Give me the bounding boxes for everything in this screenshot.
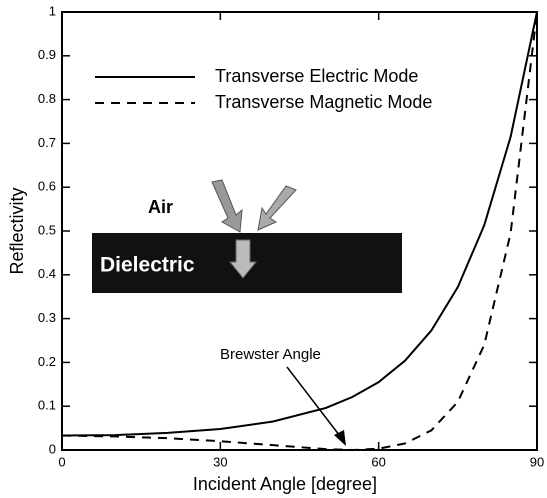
transmitted-arrow xyxy=(228,239,258,279)
y-axis-title: Reflectivity xyxy=(7,187,27,274)
x-tick-label: 90 xyxy=(530,454,544,469)
y-tick-label: 0.3 xyxy=(38,310,56,325)
y-tick-label: 0.2 xyxy=(38,354,56,369)
y-tick-label: 0.1 xyxy=(38,398,56,413)
brewster-label: Brewster Angle xyxy=(220,346,321,363)
y-tick-label: 0.6 xyxy=(38,179,56,194)
series-line xyxy=(61,11,538,452)
legend-label: Transverse Electric Mode xyxy=(215,66,418,86)
dielectric-label: Dielectric xyxy=(100,254,195,277)
y-tick-label: 0.8 xyxy=(38,91,56,106)
y-tick-label: 0.9 xyxy=(38,47,56,62)
legend-label: Transverse Magnetic Mode xyxy=(215,92,432,112)
incident-arrow xyxy=(211,179,243,233)
y-tick-label: 1 xyxy=(49,3,56,18)
x-tick-label: 30 xyxy=(213,454,227,469)
air-label: Air xyxy=(148,197,173,217)
brewster-arrow xyxy=(286,366,344,441)
y-tick-label: 0.4 xyxy=(38,266,56,281)
reflected-arrow xyxy=(257,185,297,231)
y-tick-label: 0.7 xyxy=(38,135,56,150)
brewster-arrowhead xyxy=(334,430,346,446)
x-tick-label: 0 xyxy=(58,454,65,469)
y-tick-label: 0.5 xyxy=(38,222,56,237)
x-axis-title: Incident Angle [degree] xyxy=(193,474,377,494)
x-tick-label: 60 xyxy=(371,454,385,469)
series-line xyxy=(61,11,538,437)
y-tick-label: 0 xyxy=(49,441,56,456)
